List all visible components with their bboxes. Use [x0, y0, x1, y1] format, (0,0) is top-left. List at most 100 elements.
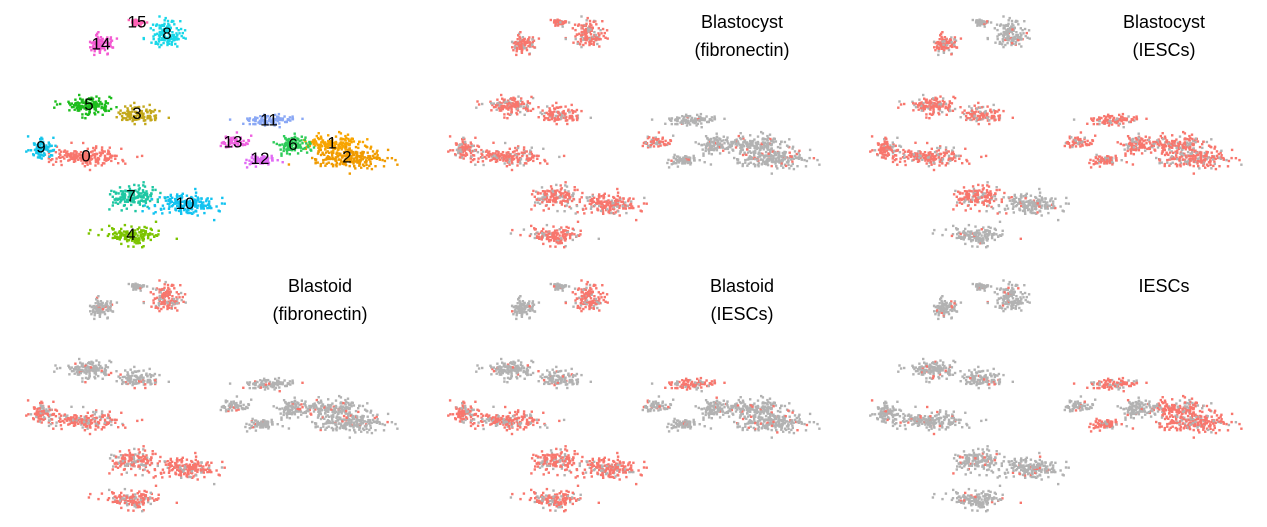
- umap-point: [549, 18, 552, 22]
- umap-point: [485, 149, 489, 152]
- umap-point: [770, 172, 773, 175]
- umap-point: [449, 149, 452, 152]
- umap-point: [528, 41, 531, 44]
- umap-point: [517, 34, 520, 37]
- umap-point: [368, 155, 371, 158]
- umap-point: [284, 137, 287, 140]
- umap-point: [570, 114, 574, 118]
- umap-point: [1190, 133, 1194, 136]
- umap-point: [564, 234, 568, 237]
- umap-point: [1189, 145, 1192, 149]
- umap-point: [345, 152, 348, 155]
- umap-point: [476, 151, 480, 154]
- umap-point: [163, 39, 166, 42]
- umap-point: [78, 105, 81, 108]
- umap-point: [320, 143, 323, 147]
- umap-point: [47, 146, 50, 149]
- umap-point: [944, 146, 948, 149]
- umap-point: [29, 149, 33, 152]
- umap-point: [313, 141, 316, 145]
- umap-point: [331, 154, 334, 157]
- umap-point: [1168, 148, 1171, 151]
- umap-point: [944, 151, 948, 154]
- umap-point: [743, 140, 746, 143]
- umap-point: [652, 145, 656, 148]
- umap-point: [342, 144, 345, 148]
- umap-point: [327, 140, 331, 143]
- umap-point: [559, 237, 563, 240]
- umap-point: [969, 232, 973, 235]
- umap-point: [701, 117, 704, 120]
- umap-point: [538, 202, 542, 205]
- umap-point: [287, 144, 290, 147]
- cluster-points-15: [549, 18, 571, 28]
- umap-point: [83, 107, 86, 110]
- umap-point: [485, 154, 489, 157]
- umap-point: [941, 233, 944, 237]
- umap-point: [108, 152, 111, 156]
- umap-point: [176, 193, 179, 196]
- umap-point: [39, 137, 42, 141]
- umap-point: [72, 152, 75, 155]
- umap-point: [141, 114, 145, 118]
- umap-point: [592, 42, 595, 46]
- umap-point: [327, 134, 330, 137]
- umap-point: [598, 45, 601, 48]
- umap-point: [39, 147, 42, 151]
- umap-point: [315, 142, 318, 145]
- umap-point: [133, 231, 136, 235]
- umap-point: [616, 199, 619, 202]
- umap-point: [107, 109, 111, 112]
- umap-point: [126, 112, 130, 116]
- umap-point: [641, 144, 644, 148]
- umap-point: [464, 152, 468, 155]
- umap-point: [317, 150, 320, 154]
- umap-point: [939, 95, 942, 98]
- umap-point: [992, 232, 996, 235]
- umap-point: [276, 159, 279, 162]
- umap-point: [366, 138, 369, 141]
- umap-point: [284, 142, 287, 145]
- umap-point: [326, 142, 329, 145]
- umap-point: [596, 208, 599, 211]
- umap-point: [54, 144, 57, 147]
- umap-point: [314, 144, 317, 147]
- umap-point: [51, 158, 54, 161]
- umap-point: [157, 233, 160, 236]
- umap-point: [294, 144, 297, 147]
- umap-point: [600, 195, 603, 198]
- umap-point: [564, 181, 567, 184]
- cluster-points-0: [38, 141, 144, 172]
- umap-point: [947, 150, 950, 153]
- umap-point: [508, 158, 511, 161]
- umap-point: [348, 147, 351, 150]
- umap-point: [790, 164, 793, 168]
- umap-point: [282, 145, 286, 148]
- umap-point: [59, 156, 62, 159]
- umap-point: [332, 163, 335, 167]
- umap-point: [134, 115, 138, 118]
- umap-point: [798, 149, 801, 152]
- umap-point: [531, 40, 534, 44]
- umap-point: [336, 155, 340, 158]
- umap-point: [291, 139, 294, 142]
- umap-point: [72, 154, 75, 157]
- umap-point: [471, 158, 475, 162]
- umap-point: [163, 19, 166, 22]
- umap-point: [997, 108, 1001, 112]
- umap-point: [702, 154, 705, 157]
- umap-point: [95, 145, 98, 148]
- umap-point: [517, 41, 520, 45]
- umap-point: [629, 202, 633, 206]
- umap-point: [1214, 167, 1218, 171]
- cluster-label-15: 15: [128, 13, 147, 32]
- umap-point: [990, 114, 994, 118]
- umap-point: [599, 29, 602, 32]
- umap-point: [295, 140, 298, 143]
- umap-point: [309, 148, 312, 151]
- umap-point: [982, 231, 985, 234]
- umap-point: [99, 100, 102, 104]
- umap-point: [1176, 151, 1179, 154]
- umap-point: [616, 205, 619, 208]
